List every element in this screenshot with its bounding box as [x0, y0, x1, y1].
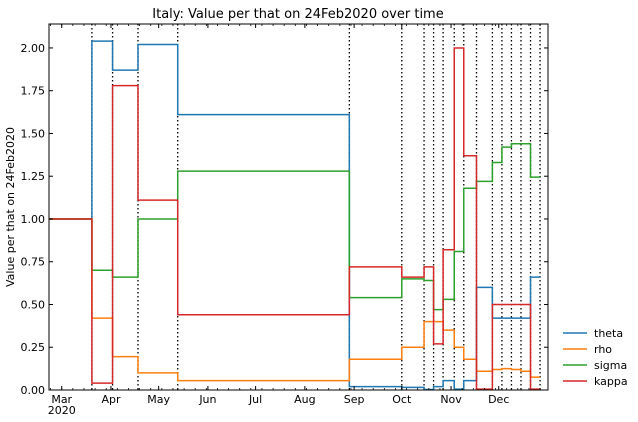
- legend-label-kappa: kappa: [594, 375, 628, 388]
- x-tick-label: Sep: [344, 393, 365, 406]
- y-tick-label: 0.25: [21, 341, 46, 354]
- x-tick-label: Jul: [248, 393, 262, 406]
- legend-label-theta: theta: [594, 327, 623, 340]
- x-tick-label: Oct: [392, 393, 412, 406]
- y-tick-label: 1.00: [21, 213, 46, 226]
- x-tick-label: Aug: [294, 393, 315, 406]
- legend-label-sigma: sigma: [594, 359, 627, 372]
- y-tick-label: 1.75: [21, 85, 46, 98]
- y-tick-label: 1.50: [21, 127, 46, 140]
- x-tick-label: Jun: [198, 393, 216, 406]
- chart-title: Italy: Value per that on 24Feb2020 over …: [152, 7, 443, 22]
- x-tick-label: Mar: [51, 393, 72, 406]
- change-point-lines: [91, 24, 541, 390]
- y-tick-label: 0.00: [21, 384, 46, 397]
- series-line-theta: [49, 40, 541, 391]
- y-tick-label: 0.75: [21, 256, 46, 269]
- x-tick-label: Apr: [101, 393, 121, 406]
- series-lines: [49, 40, 541, 391]
- y-tick-label: 1.25: [21, 170, 46, 183]
- x-tick-sublabel: 2020: [48, 404, 76, 417]
- series-line-rho: [49, 218, 541, 382]
- legend: theta rho sigma kappa: [563, 327, 628, 388]
- x-tick-label: May: [147, 393, 170, 406]
- series-line-sigma: [49, 142, 541, 311]
- series-line-kappa: [49, 47, 541, 390]
- axes: 0.00 0.25 0.50 0.75 1.00 1.25 1.50 1.75 2.00 Mar2…: [21, 23, 549, 417]
- y-tick-label: 2.00: [21, 42, 46, 55]
- x-tick-label: Dec: [488, 393, 509, 406]
- y-tick-label: 0.50: [21, 298, 46, 311]
- x-tick-label: Nov: [440, 393, 462, 406]
- plot-frame: [48, 23, 549, 391]
- y-axis-label: Value per that on 24Feb2020: [4, 127, 17, 287]
- legend-label-rho: rho: [594, 343, 612, 356]
